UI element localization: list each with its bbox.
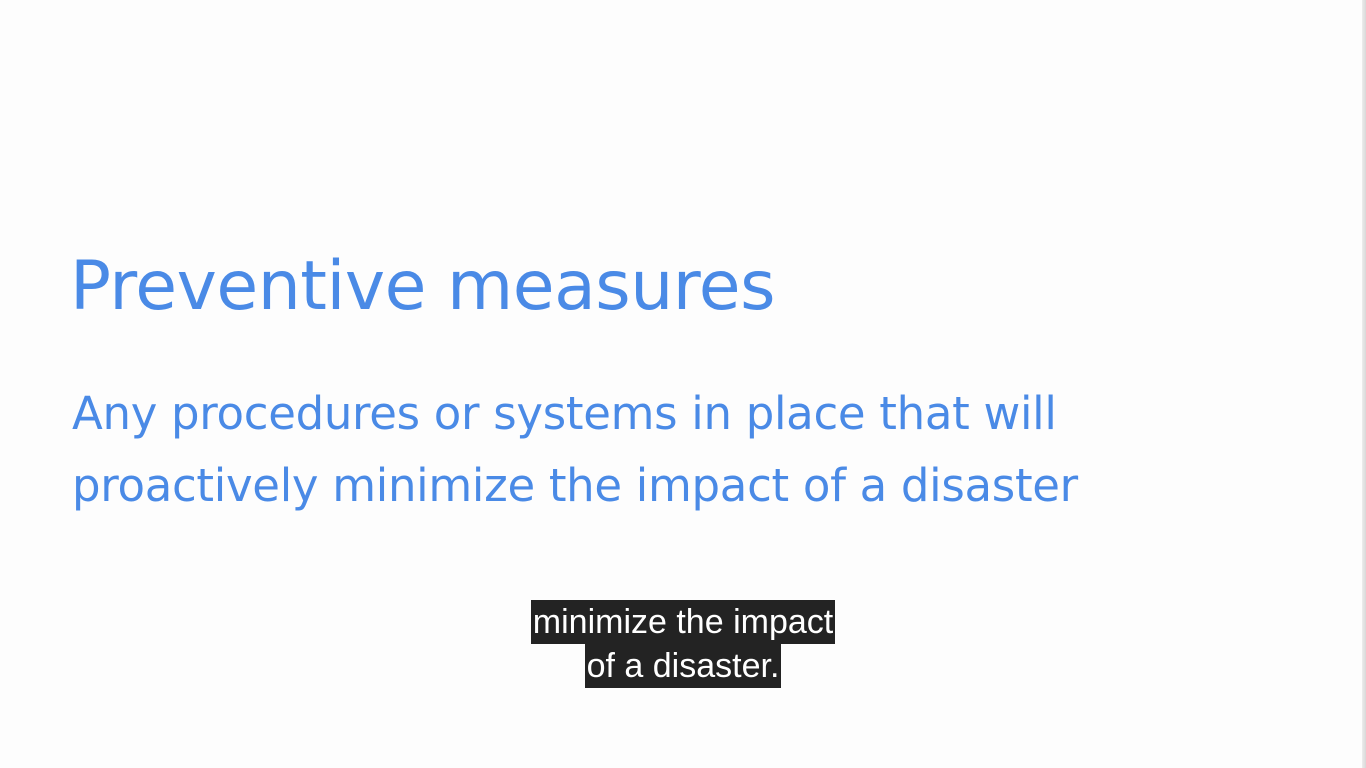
subtitle-captions: minimize the impact of a disaster. — [0, 600, 1366, 688]
caption-line: of a disaster. — [584, 644, 782, 688]
slide-body: Any procedures or systems in place that … — [72, 378, 1252, 522]
caption-line: minimize the impact — [530, 600, 836, 644]
slide-body-line: proactively minimize the impact of a dis… — [72, 459, 1078, 512]
slide-body-line: Any procedures or systems in place that … — [72, 387, 1057, 440]
slide-title: Preventive measures — [70, 247, 776, 326]
window-edge — [1362, 0, 1366, 768]
